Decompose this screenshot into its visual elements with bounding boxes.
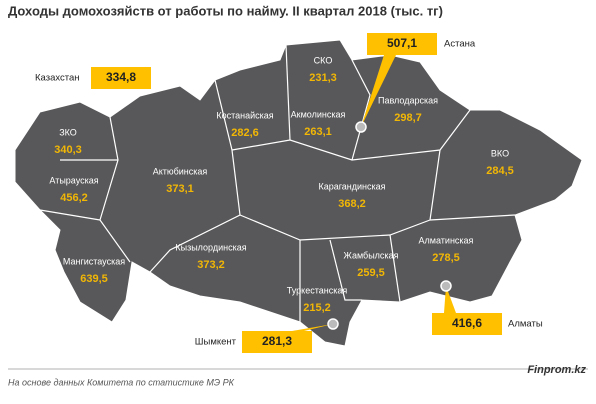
region-name: Мангистауская bbox=[63, 256, 125, 266]
region-name: Кызылординская bbox=[175, 242, 246, 252]
region-value: 263,1 bbox=[304, 126, 332, 138]
region-name: Атырауская bbox=[49, 175, 98, 185]
city-box bbox=[367, 33, 437, 55]
region-name: ВКО bbox=[491, 148, 509, 158]
region-value: 282,6 bbox=[231, 127, 259, 139]
region-value: 278,5 bbox=[432, 252, 460, 264]
region-name: СКО bbox=[314, 55, 333, 65]
pointer bbox=[444, 286, 456, 313]
city-box bbox=[242, 331, 312, 353]
region-value: 215,2 bbox=[303, 302, 331, 314]
region-name: Костанайская bbox=[216, 110, 273, 120]
city-name: Алматы bbox=[508, 319, 543, 330]
country-box bbox=[91, 67, 151, 89]
country-value: 334,8 bbox=[106, 70, 136, 84]
region-name: ЗКО bbox=[59, 127, 77, 137]
pointer bbox=[361, 55, 396, 127]
city-name: Шымкент bbox=[195, 337, 237, 348]
pointer bbox=[292, 324, 333, 331]
region-value: 259,5 bbox=[357, 267, 385, 279]
city-value: 507,1 bbox=[387, 36, 417, 50]
region-name: Жамбылская bbox=[344, 250, 399, 260]
city-dot bbox=[355, 121, 367, 133]
city-value: 416,6 bbox=[452, 316, 482, 330]
brand: Finprom.kz bbox=[527, 364, 586, 376]
city-box bbox=[432, 313, 502, 335]
region-value: 340,3 bbox=[54, 144, 82, 156]
region-name: Актюбинская bbox=[153, 166, 208, 176]
region-value: 298,7 bbox=[394, 112, 422, 124]
region-name: Алматинская bbox=[419, 235, 474, 245]
region-borders bbox=[39, 44, 516, 322]
city-value: 281,3 bbox=[262, 334, 292, 348]
region-value: 639,5 bbox=[80, 273, 108, 285]
region-name: Павлодарская bbox=[378, 95, 438, 105]
region-value: 456,2 bbox=[60, 192, 88, 204]
city-name: Астана bbox=[444, 39, 476, 50]
country-label: Казахстан bbox=[35, 73, 80, 84]
title: Доходы домохозяйств от работы по найму. … bbox=[8, 3, 443, 18]
country-map bbox=[14, 39, 583, 347]
city-dot bbox=[440, 280, 452, 292]
region-value: 284,5 bbox=[486, 165, 514, 177]
region-value: 373,2 bbox=[197, 259, 225, 271]
region-value: 373,1 bbox=[166, 183, 194, 195]
city-dot bbox=[327, 318, 339, 330]
region-name: Акмолинская bbox=[291, 109, 346, 119]
region-value: 368,2 bbox=[338, 198, 366, 210]
region-name: Туркестанская bbox=[287, 285, 348, 295]
region-name: Карагандинская bbox=[318, 181, 385, 191]
source: На основе данных Комитета по статистике … bbox=[8, 377, 235, 387]
region-value: 231,3 bbox=[309, 72, 337, 84]
